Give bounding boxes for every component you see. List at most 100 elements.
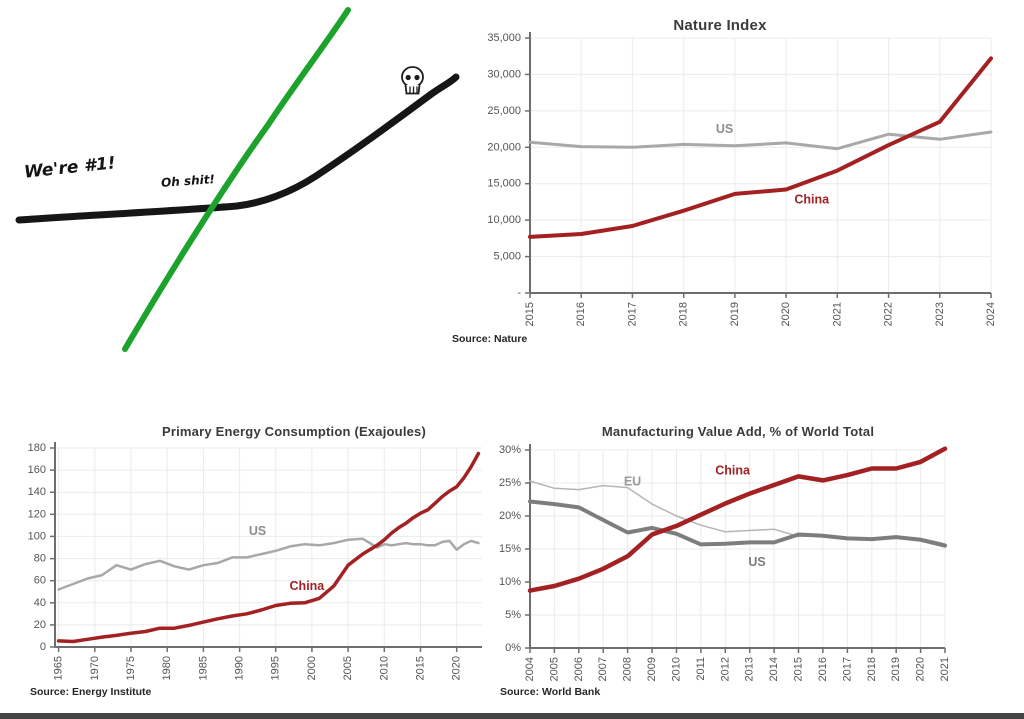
svg-text:2009: 2009 bbox=[646, 657, 658, 681]
primary-energy-plot: 0 20 40 60 80 100 120 140 160 180 1965 1970 1975 1980… bbox=[28, 442, 482, 680]
svg-text:25,000: 25,000 bbox=[487, 105, 521, 117]
svg-text:1995: 1995 bbox=[270, 656, 282, 680]
svg-text:40: 40 bbox=[34, 597, 46, 609]
series-line-us bbox=[57, 537, 480, 591]
svg-text:2021: 2021 bbox=[939, 657, 951, 681]
series-label-us: US bbox=[716, 122, 733, 136]
nature-index-chart-panel: - 5,000 10,000 15,000 20,000 25,000 30,000 35,0… bbox=[440, 0, 1020, 358]
svg-text:1965: 1965 bbox=[53, 656, 65, 680]
chart-title-primary-energy: Primary Energy Consumption (Exajoules) bbox=[161, 424, 427, 439]
svg-text:2019: 2019 bbox=[729, 302, 741, 326]
manufacturing-plot: 0% 5% 10% 15% 20% 25% 30% 2004 2005 2006 2007 2008 2… bbox=[499, 444, 951, 681]
y-tick-labels: 0% 5% 10% 15% 20% 25% 30% bbox=[499, 444, 521, 654]
svg-text:2010: 2010 bbox=[378, 656, 390, 680]
svg-text:180: 180 bbox=[28, 442, 46, 454]
svg-text:2022: 2022 bbox=[883, 302, 895, 326]
svg-text:1990: 1990 bbox=[234, 656, 246, 680]
svg-text:30%: 30% bbox=[499, 444, 521, 456]
x-tick-labels: 2015 2016 2017 2018 2019 2020 2021 2022 2023 2024 bbox=[524, 302, 997, 326]
svg-text:140: 140 bbox=[28, 486, 46, 498]
series-label-eu: EU bbox=[624, 475, 641, 489]
svg-text:2019: 2019 bbox=[890, 657, 902, 681]
svg-text:5,000: 5,000 bbox=[493, 251, 521, 263]
skull-icon bbox=[401, 66, 424, 95]
svg-text:20,000: 20,000 bbox=[487, 141, 521, 153]
svg-text:2016: 2016 bbox=[575, 302, 587, 326]
svg-text:1985: 1985 bbox=[197, 656, 209, 680]
svg-text:2008: 2008 bbox=[622, 657, 634, 681]
y-tick-labels: - 5,000 10,000 15,000 20,000 25,000 30,000 35,0… bbox=[487, 32, 521, 299]
series-label-china: China bbox=[715, 464, 751, 478]
series-line-us bbox=[528, 130, 993, 151]
series-label-us: US bbox=[249, 524, 266, 538]
series-line-china bbox=[528, 56, 993, 239]
svg-text:30,000: 30,000 bbox=[487, 68, 521, 80]
series-line-us bbox=[528, 499, 947, 548]
series-line-china bbox=[56, 451, 481, 644]
series-label-us: US bbox=[748, 555, 765, 569]
svg-text:2020: 2020 bbox=[915, 657, 927, 681]
cartoon-drawing bbox=[15, 7, 460, 352]
svg-text:2015: 2015 bbox=[524, 302, 536, 326]
svg-text:35,000: 35,000 bbox=[487, 32, 521, 44]
svg-text:160: 160 bbox=[28, 464, 46, 476]
series-label-china: China bbox=[290, 579, 326, 593]
svg-text:5%: 5% bbox=[505, 609, 521, 621]
svg-text:2020: 2020 bbox=[780, 302, 792, 326]
axes bbox=[50, 442, 482, 652]
svg-text:2004: 2004 bbox=[524, 657, 536, 681]
svg-text:2021: 2021 bbox=[831, 302, 843, 326]
chart-source-nature: Source: Nature bbox=[452, 333, 528, 345]
svg-text:20%: 20% bbox=[499, 510, 521, 522]
svg-text:60: 60 bbox=[34, 575, 46, 587]
svg-text:20: 20 bbox=[34, 619, 46, 631]
svg-text:2017: 2017 bbox=[841, 657, 853, 681]
svg-text:2017: 2017 bbox=[626, 302, 638, 326]
gridlines bbox=[529, 449, 946, 648]
svg-text:2012: 2012 bbox=[719, 657, 731, 681]
svg-text:15%: 15% bbox=[499, 543, 521, 555]
nature-index-plot: - 5,000 10,000 15,000 20,000 25,000 30,000 35,0… bbox=[487, 32, 997, 326]
svg-text:25%: 25% bbox=[499, 477, 521, 489]
primary-energy-chart-panel: 0 20 40 60 80 100 120 140 160 180 1965 1970 1975 1980… bbox=[8, 412, 500, 712]
cartoon-panel: We're #1! Oh shit! bbox=[0, 0, 460, 365]
svg-text:10,000: 10,000 bbox=[487, 214, 521, 226]
svg-text:2005: 2005 bbox=[548, 657, 560, 681]
svg-text:-: - bbox=[517, 287, 521, 299]
svg-text:2014: 2014 bbox=[768, 657, 780, 681]
svg-text:100: 100 bbox=[28, 530, 46, 542]
cartoon-green-line bbox=[122, 7, 351, 352]
svg-text:1970: 1970 bbox=[89, 656, 101, 680]
svg-text:80: 80 bbox=[34, 553, 46, 565]
svg-text:2015: 2015 bbox=[793, 657, 805, 681]
chart-title-manufacturing: Manufacturing Value Add, % of World Tota… bbox=[601, 424, 875, 439]
svg-text:1975: 1975 bbox=[125, 656, 137, 680]
svg-text:2018: 2018 bbox=[866, 657, 878, 681]
cartoon-black-line bbox=[15, 73, 460, 224]
axes bbox=[525, 32, 992, 298]
manufacturing-chart-panel: 0% 5% 10% 15% 20% 25% 30% 2004 2005 2006 2007 2008 2… bbox=[492, 412, 1024, 712]
axes bbox=[525, 444, 946, 653]
svg-text:2005: 2005 bbox=[342, 656, 354, 680]
chart-source-world-bank: Source: World Bank bbox=[500, 686, 601, 698]
svg-text:10%: 10% bbox=[499, 576, 521, 588]
series-line-china bbox=[527, 446, 948, 593]
svg-text:2020: 2020 bbox=[451, 656, 463, 680]
svg-text:2006: 2006 bbox=[573, 657, 585, 681]
svg-text:0%: 0% bbox=[505, 642, 521, 654]
svg-text:2024: 2024 bbox=[985, 302, 997, 326]
svg-text:2015: 2015 bbox=[415, 656, 427, 680]
svg-text:1980: 1980 bbox=[161, 656, 173, 680]
footer-bar bbox=[0, 713, 1024, 719]
svg-text:120: 120 bbox=[28, 508, 46, 520]
series-label-china: China bbox=[794, 193, 830, 207]
svg-text:15,000: 15,000 bbox=[487, 178, 521, 190]
svg-text:2013: 2013 bbox=[744, 657, 756, 681]
svg-text:2011: 2011 bbox=[695, 657, 707, 681]
y-tick-labels: 0 20 40 60 80 100 120 140 160 180 bbox=[28, 442, 46, 653]
x-tick-labels: 1965 1970 1975 1980 1985 1990 1995 2000 2005 2010… bbox=[53, 656, 463, 680]
svg-text:2018: 2018 bbox=[678, 302, 690, 326]
chart-source-energy-institute: Source: Energy Institute bbox=[30, 686, 152, 698]
svg-text:2007: 2007 bbox=[597, 657, 609, 681]
gridlines bbox=[55, 447, 482, 647]
